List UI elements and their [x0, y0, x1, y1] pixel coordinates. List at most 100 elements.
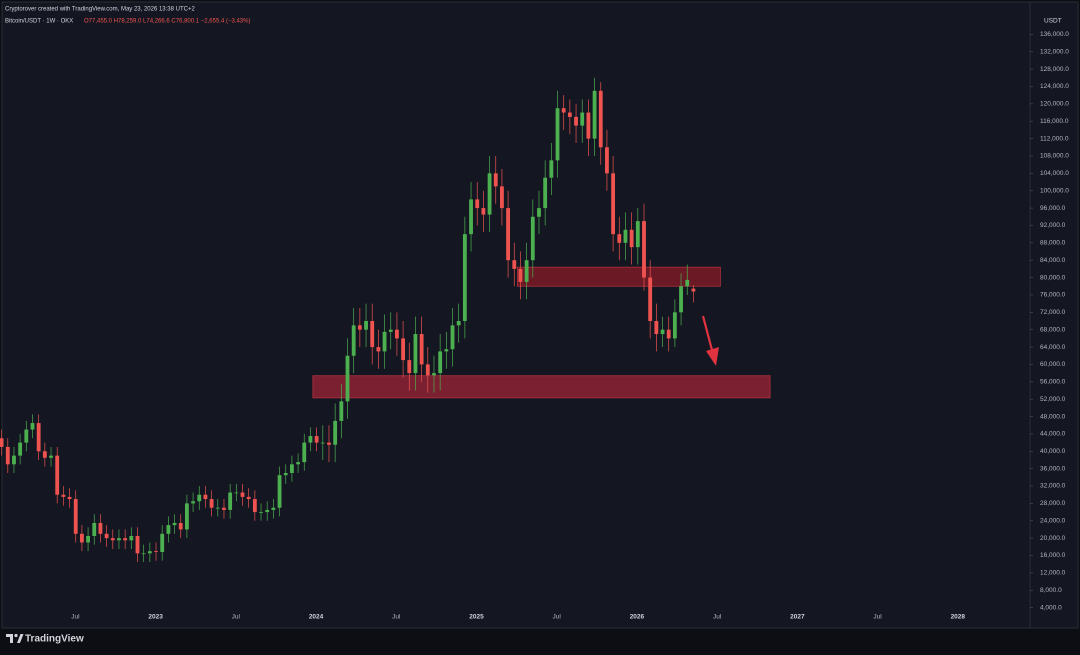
candle-body	[98, 522, 103, 534]
candle	[302, 433, 307, 471]
candle-body	[487, 173, 492, 215]
candle-body	[166, 525, 171, 534]
candle-body	[432, 373, 436, 376]
candle	[388, 312, 393, 350]
candle-body	[345, 355, 350, 402]
candle-body	[228, 492, 233, 510]
candle	[178, 514, 183, 539]
candle	[265, 501, 270, 521]
candle-body	[18, 442, 23, 456]
candle-body	[160, 533, 165, 553]
y-tick-label: 100,000.0	[1040, 187, 1069, 194]
candle-body	[197, 494, 202, 502]
candle-body	[561, 108, 566, 113]
y-tick-label: 116,000.0	[1040, 118, 1069, 125]
brand-logo: TradingView	[6, 634, 84, 645]
y-tick-label: 32,000.0	[1040, 483, 1066, 490]
candle-body	[654, 321, 659, 335]
y-tick-label: 96,000.0	[1040, 205, 1066, 212]
candle	[289, 455, 294, 482]
x-tick-label: 2028	[951, 614, 966, 621]
x-tick-label: 2024	[309, 614, 324, 621]
candle-body	[67, 496, 72, 500]
candle-body	[265, 509, 270, 513]
candle-body	[611, 173, 616, 235]
candle	[172, 514, 177, 534]
y-tick-label: 28,000.0	[1040, 500, 1066, 507]
candle	[395, 312, 399, 356]
candle	[327, 425, 331, 463]
candle-body	[388, 329, 393, 332]
candle-body	[370, 321, 375, 348]
candle-body	[30, 423, 35, 430]
price-axis-unit: USDT	[1044, 18, 1062, 25]
y-tick-label: 8,000.0	[1040, 587, 1062, 594]
candle-body	[450, 325, 455, 350]
candle-body	[184, 503, 189, 530]
candle-body	[12, 455, 16, 465]
candle	[654, 303, 659, 352]
candle-body	[314, 436, 319, 443]
candle-body	[456, 321, 461, 326]
candle	[191, 492, 195, 513]
candle-body	[642, 221, 646, 278]
candle-body	[518, 268, 523, 282]
candle-body	[55, 455, 60, 495]
candle	[246, 488, 251, 508]
candle-body	[333, 420, 338, 445]
candle	[543, 160, 548, 226]
candle-body	[506, 208, 511, 261]
y-tick-label: 124,000.0	[1040, 83, 1069, 90]
x-tick-label: Jul	[392, 614, 401, 621]
candle-body	[691, 288, 696, 292]
candle-body	[598, 90, 603, 148]
candle	[561, 95, 566, 130]
candle-body	[147, 551, 152, 554]
candle-body	[123, 538, 128, 541]
candle	[481, 190, 486, 232]
candle-body	[500, 186, 504, 209]
candle	[425, 347, 430, 393]
candle	[104, 525, 109, 547]
candle	[617, 216, 622, 261]
projection-arrow	[701, 315, 719, 366]
candle	[259, 503, 263, 521]
y-tick-label: 112,000.0	[1040, 135, 1069, 142]
candle-body	[543, 177, 548, 209]
candle-body	[623, 229, 628, 243]
candle	[320, 425, 325, 460]
y-tick-label: 24,000.0	[1040, 517, 1066, 524]
candle-body	[635, 221, 640, 248]
candle-body	[357, 325, 362, 330]
candle	[364, 303, 368, 348]
y-tick-label: 92,000.0	[1040, 222, 1066, 229]
candle	[79, 525, 84, 552]
candle-body	[580, 112, 585, 126]
candle	[147, 542, 152, 563]
candle	[18, 433, 23, 465]
y-tick-label: 136,000.0	[1040, 31, 1069, 38]
candle	[611, 155, 616, 252]
candle	[215, 499, 220, 517]
candle	[407, 342, 412, 391]
y-tick-label: 48,000.0	[1040, 413, 1066, 420]
candle-body	[376, 347, 381, 352]
candle-body	[549, 160, 554, 178]
candle	[648, 260, 653, 339]
candle-body	[320, 442, 325, 444]
candle-body	[24, 429, 29, 443]
candle	[184, 494, 189, 539]
candle	[333, 403, 338, 463]
candle-body	[203, 494, 208, 500]
logo-icon	[6, 634, 13, 643]
candle-body	[222, 507, 226, 510]
candle	[605, 129, 609, 191]
candle-body	[327, 442, 331, 445]
candle-body	[308, 436, 313, 443]
candle-body	[462, 234, 467, 321]
candle-body	[246, 496, 251, 500]
candle-body	[574, 116, 578, 126]
candle-body	[401, 338, 406, 361]
candle	[401, 321, 406, 378]
